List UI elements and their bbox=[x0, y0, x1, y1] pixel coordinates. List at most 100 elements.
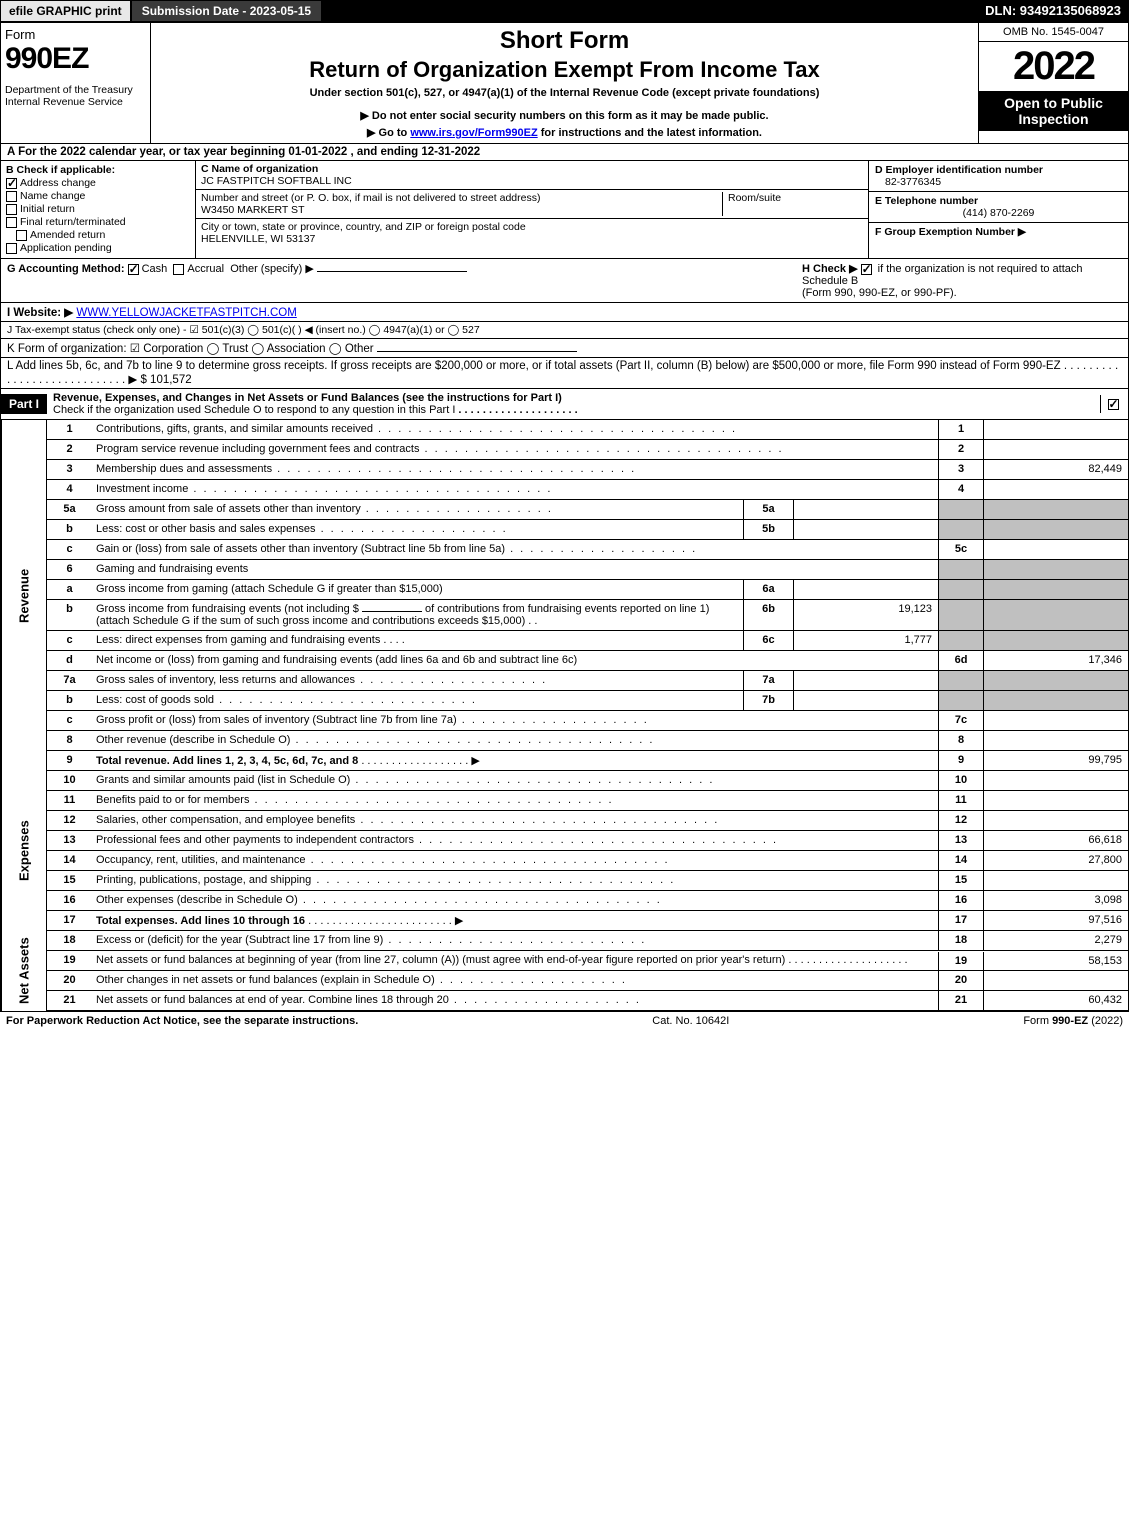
col-d-ids: D Employer identification number 82-3776… bbox=[868, 161, 1128, 258]
line-4: Investment income bbox=[92, 480, 938, 499]
street-label: Number and street (or P. O. box, if mail… bbox=[201, 192, 717, 204]
row-l-gross-receipts: L Add lines 5b, 6c, and 7b to line 9 to … bbox=[0, 358, 1129, 389]
checkbox-schedule-o[interactable] bbox=[1108, 399, 1119, 410]
line-5b: Less: cost or other basis and sales expe… bbox=[92, 520, 743, 539]
line-6b: Gross income from fundraising events (no… bbox=[92, 600, 743, 630]
page-footer: For Paperwork Reduction Act Notice, see … bbox=[0, 1011, 1129, 1030]
line-7b-value bbox=[793, 691, 938, 710]
subtitle-ssn: ▶ Do not enter social security numbers o… bbox=[155, 109, 974, 122]
line-7c-value bbox=[983, 711, 1128, 730]
accounting-label: G Accounting Method: bbox=[7, 263, 125, 275]
line-10-value bbox=[983, 771, 1128, 790]
gross-receipts-amount: ▶ $ 101,572 bbox=[128, 374, 191, 386]
tax-year: 2022 bbox=[979, 42, 1128, 91]
line-6: Gaming and fundraising events bbox=[92, 560, 938, 579]
room-label: Room/suite bbox=[723, 192, 863, 216]
row-g-h: G Accounting Method: Cash Accrual Other … bbox=[0, 259, 1129, 303]
revenue-side-label: Revenue bbox=[1, 420, 46, 771]
form-number: 990EZ bbox=[5, 42, 146, 76]
checkbox-accrual[interactable] bbox=[173, 264, 184, 275]
ein-label: D Employer identification number bbox=[875, 164, 1122, 176]
line-3: Membership dues and assessments bbox=[92, 460, 938, 479]
checkbox-amended[interactable] bbox=[16, 230, 27, 241]
line-14-value: 27,800 bbox=[983, 851, 1128, 870]
part1-badge: Part I bbox=[1, 394, 47, 414]
line-13: Professional fees and other payments to … bbox=[92, 831, 938, 850]
line-5a-value bbox=[793, 500, 938, 519]
line-15-value bbox=[983, 871, 1128, 890]
line-18: Excess or (deficit) for the year (Subtra… bbox=[92, 931, 938, 950]
line-9-value: 99,795 bbox=[983, 751, 1128, 770]
info-block: B Check if applicable: Address change Na… bbox=[0, 161, 1129, 259]
line-16: Other expenses (describe in Schedule O) bbox=[92, 891, 938, 910]
top-bar: efile GRAPHIC print Submission Date - 20… bbox=[0, 0, 1129, 22]
netassets-side-label: Net Assets bbox=[1, 931, 46, 1011]
checkbox-cash[interactable] bbox=[128, 264, 139, 275]
line-7c: Gross profit or (loss) from sales of inv… bbox=[92, 711, 938, 730]
checkbox-address-change[interactable] bbox=[6, 178, 17, 189]
col-b-checkboxes: B Check if applicable: Address change Na… bbox=[1, 161, 196, 258]
col-c-org-info: C Name of organization JC FASTPITCH SOFT… bbox=[196, 161, 868, 258]
part1-title: Revenue, Expenses, and Changes in Net As… bbox=[53, 392, 562, 404]
footer-catalog: Cat. No. 10642I bbox=[652, 1015, 729, 1027]
line-15: Printing, publications, postage, and shi… bbox=[92, 871, 938, 890]
form-header: Form 990EZ Department of the Treasury In… bbox=[0, 22, 1129, 144]
line-5c-value bbox=[983, 540, 1128, 559]
line-11: Benefits paid to or for members bbox=[92, 791, 938, 810]
checkbox-name-change[interactable] bbox=[6, 191, 17, 202]
group-exemption-label: F Group Exemption Number ▶ bbox=[875, 226, 1122, 238]
line-21: Net assets or fund balances at end of ye… bbox=[92, 991, 938, 1010]
street-value: W3450 MARKERT ST bbox=[201, 204, 717, 216]
line-9: Total revenue. Add lines 1, 2, 3, 4, 5c,… bbox=[92, 751, 938, 770]
line-8-value bbox=[983, 731, 1128, 750]
submission-date: Submission Date - 2023-05-15 bbox=[131, 0, 322, 22]
org-name-label: C Name of organization bbox=[201, 163, 863, 175]
footer-left: For Paperwork Reduction Act Notice, see … bbox=[6, 1015, 358, 1027]
line-4-value bbox=[983, 480, 1128, 499]
part1-subtitle: Check if the organization used Schedule … bbox=[53, 404, 455, 416]
line-5a: Gross amount from sale of assets other t… bbox=[92, 500, 743, 519]
irs-label: Internal Revenue Service bbox=[5, 96, 146, 108]
line-19: Net assets or fund balances at beginning… bbox=[92, 951, 938, 970]
form-label: Form bbox=[5, 27, 35, 42]
line-14: Occupancy, rent, utilities, and maintena… bbox=[92, 851, 938, 870]
line-20-value bbox=[983, 971, 1128, 990]
row-a-period: A For the 2022 calendar year, or tax yea… bbox=[0, 144, 1129, 161]
line-2-value bbox=[983, 440, 1128, 459]
revenue-section: Revenue 1Contributions, gifts, grants, a… bbox=[0, 420, 1129, 771]
line-1-value bbox=[983, 420, 1128, 439]
checkbox-final-return[interactable] bbox=[6, 217, 17, 228]
row-j-tax-status: J Tax-exempt status (check only one) - ☑… bbox=[0, 322, 1129, 339]
expenses-side-label: Expenses bbox=[1, 771, 46, 931]
ein-value: 82-3776345 bbox=[875, 176, 1122, 188]
line-6c: Less: direct expenses from gaming and fu… bbox=[92, 631, 743, 650]
line-11-value bbox=[983, 791, 1128, 810]
line-17-value: 97,516 bbox=[983, 911, 1128, 930]
line-6d: Net income or (loss) from gaming and fun… bbox=[92, 651, 938, 670]
line-19-value: 58,153 bbox=[983, 952, 1128, 970]
part1-header: Part I Revenue, Expenses, and Changes in… bbox=[0, 389, 1129, 420]
website-link[interactable]: WWW.YELLOWJACKETFASTPITCH.COM bbox=[76, 307, 296, 319]
checkbox-initial-return[interactable] bbox=[6, 204, 17, 215]
row-k-form-org: K Form of organization: ☑ Corporation ◯ … bbox=[0, 339, 1129, 358]
line-8: Other revenue (describe in Schedule O) bbox=[92, 731, 938, 750]
phone-label: E Telephone number bbox=[875, 195, 1122, 207]
line-18-value: 2,279 bbox=[983, 931, 1128, 950]
line-12: Salaries, other compensation, and employ… bbox=[92, 811, 938, 830]
efile-print-button[interactable]: efile GRAPHIC print bbox=[0, 0, 131, 22]
line-12-value bbox=[983, 811, 1128, 830]
org-name: JC FASTPITCH SOFTBALL INC bbox=[201, 175, 863, 187]
subtitle-link-row: ▶ Go to www.irs.gov/Form990EZ for instru… bbox=[155, 126, 974, 139]
irs-link[interactable]: www.irs.gov/Form990EZ bbox=[410, 127, 537, 139]
dept-label: Department of the Treasury bbox=[5, 84, 146, 96]
city-label: City or town, state or province, country… bbox=[201, 221, 863, 233]
line-7b: Less: cost of goods sold bbox=[92, 691, 743, 710]
line-6a-value bbox=[793, 580, 938, 599]
line-5c: Gain or (loss) from sale of assets other… bbox=[92, 540, 938, 559]
line-21-value: 60,432 bbox=[983, 991, 1128, 1010]
checkbox-schedule-b[interactable] bbox=[861, 264, 872, 275]
line-7a: Gross sales of inventory, less returns a… bbox=[92, 671, 743, 690]
omb-number: OMB No. 1545-0047 bbox=[979, 23, 1128, 42]
title-short-form: Short Form bbox=[155, 27, 974, 55]
checkbox-pending[interactable] bbox=[6, 243, 17, 254]
